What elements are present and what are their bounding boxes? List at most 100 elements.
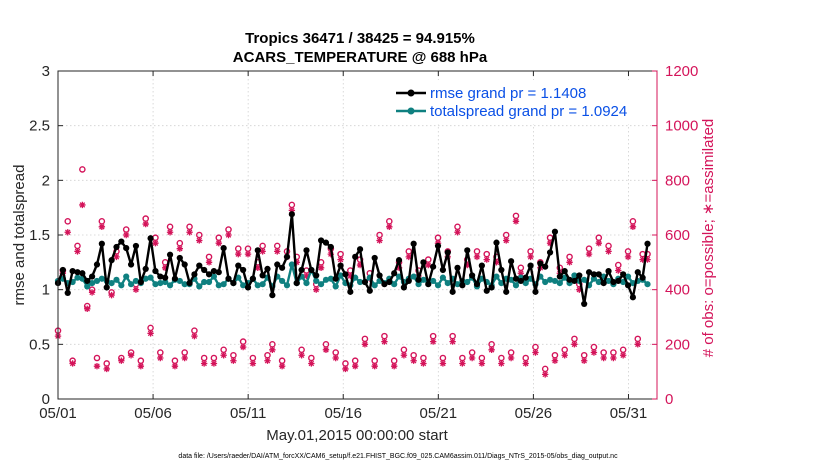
rmse-point (542, 263, 549, 270)
spread-point (391, 281, 398, 288)
rmse-point (225, 275, 232, 282)
rmse-point (430, 263, 437, 270)
assimilated-obs-point (390, 363, 398, 370)
assimilated-obs-point (205, 259, 213, 266)
legend-rmse-marker (407, 89, 415, 97)
y-right-tick-label: 1000 (665, 118, 698, 135)
spread-point (113, 276, 120, 283)
assimilated-obs-point (152, 240, 159, 247)
rmse-point (279, 264, 286, 271)
spread-point (356, 278, 364, 286)
rmse-point (298, 266, 305, 274)
spread-point (332, 283, 339, 290)
assimilated-obs-point (629, 223, 637, 230)
spread-point (551, 277, 559, 285)
rmse-point (127, 261, 135, 268)
rmse-point (201, 266, 208, 274)
rmse-point (142, 265, 149, 272)
rmse-point (283, 253, 291, 260)
rmse-point (512, 275, 520, 282)
y-left-tick-label: 0.5 (29, 336, 50, 353)
assimilated-obs-point (332, 354, 339, 362)
assimilated-obs-point (590, 349, 598, 356)
rmse-point (88, 273, 96, 280)
rmse-point (405, 277, 412, 285)
assimilated-obs-point (88, 289, 96, 296)
assimilated-obs-point (493, 259, 500, 266)
rmse-point (576, 272, 583, 279)
plot-area (58, 71, 657, 399)
assimilated-obs-point (142, 220, 149, 228)
assimilated-obs-point (527, 253, 534, 261)
rmse-point (376, 272, 383, 279)
spread-point (108, 280, 115, 287)
assimilated-obs-point (512, 218, 520, 225)
spread-point (166, 282, 174, 289)
assimilated-obs-point (113, 253, 120, 261)
rmse-point (395, 257, 403, 264)
assimilated-obs-point (473, 253, 481, 261)
rmse-point (69, 267, 76, 275)
spread-point (210, 273, 218, 280)
rmse-point (254, 247, 261, 254)
rmse-point (308, 266, 315, 274)
assimilated-obs-point (69, 360, 76, 367)
assimilated-obs-point (274, 248, 281, 255)
assimilated-obs-point (79, 201, 86, 209)
spread-point (93, 277, 101, 285)
rmse-point (191, 271, 198, 278)
spread-point (142, 275, 149, 282)
assimilated-obs-point (576, 286, 583, 293)
assimilated-obs-point (395, 264, 403, 271)
rmse-point (566, 276, 573, 283)
assimilated-obs-point (181, 354, 188, 362)
assimilated-obs-point (93, 363, 101, 370)
spread-point (147, 274, 154, 281)
rmse-point (532, 288, 539, 295)
assimilated-obs-point (293, 259, 300, 266)
assimilated-obs-point (507, 354, 515, 362)
rmse-point (166, 251, 174, 258)
x-tick-label: 05/16 (324, 405, 362, 422)
rmse-point (508, 258, 515, 265)
assimilated-obs-point (429, 338, 437, 345)
y-left-tick-label: 0 (42, 391, 50, 408)
rmse-point (556, 273, 563, 280)
spread-point (220, 281, 227, 288)
rmse-point (171, 275, 179, 282)
line-layer (54, 211, 651, 307)
rmse-point (527, 262, 534, 269)
assimilated-obs-point (108, 291, 115, 299)
rmse-point (59, 266, 66, 274)
assimilated-obs-point (230, 357, 237, 364)
rmse-point (464, 247, 471, 254)
rmse-point (347, 288, 354, 295)
assimilated-obs-point (337, 256, 344, 263)
rmse-point (176, 254, 183, 262)
assimilated-obs-point (595, 240, 602, 247)
spread-point (205, 278, 213, 286)
y-left-tick-label: 2 (42, 172, 50, 189)
rmse-point (147, 235, 154, 242)
assimilated-obs-point (619, 352, 627, 359)
rmse-point (327, 243, 334, 251)
spread-point (235, 274, 242, 281)
spread-point (595, 278, 602, 286)
assimilated-obs-point (464, 261, 471, 269)
x-tick-label: 05/06 (134, 405, 172, 422)
spread-point (88, 280, 96, 287)
spread-point (624, 273, 632, 280)
assimilated-obs-point (532, 349, 539, 356)
rmse-point (537, 260, 544, 267)
rmse-point (259, 272, 266, 279)
assimilated-obs-point (566, 259, 573, 266)
rmse-point (585, 269, 593, 276)
legend-spread-marker (407, 107, 415, 115)
spread-point (454, 281, 461, 288)
chart-subtitle: ACARS_TEMPERATURE @ 688 hPa (233, 49, 488, 66)
rmse-point (108, 257, 115, 264)
spread-point (127, 281, 135, 288)
chart-title: Tropics 36471 / 38425 = 94.915% (245, 30, 475, 47)
x-tick-label: 05/11 (230, 405, 266, 422)
rmse-point (361, 278, 369, 286)
